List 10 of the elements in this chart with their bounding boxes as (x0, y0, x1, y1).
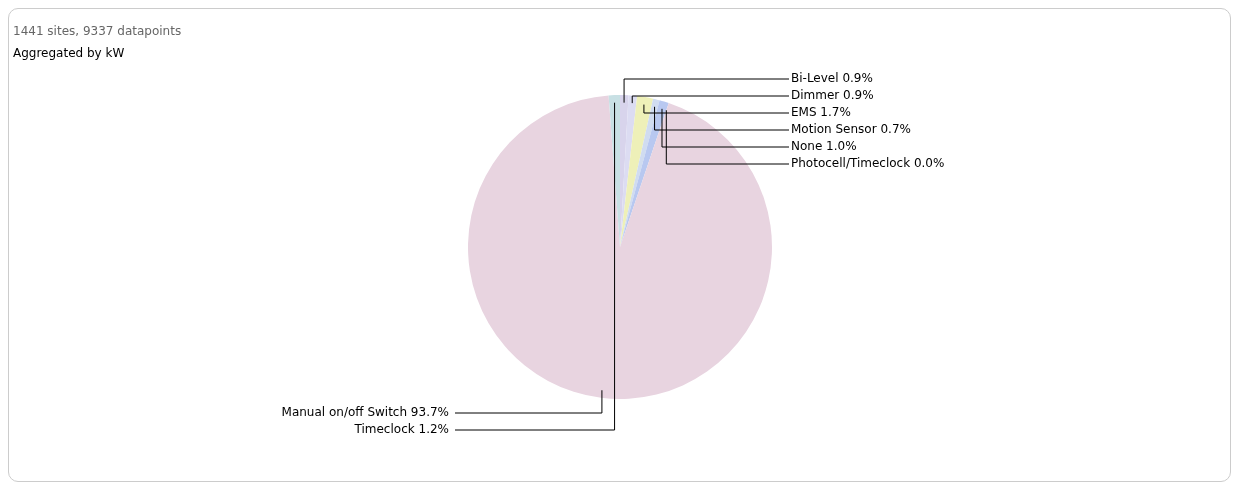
slice-label: Timeclock 1.2% (353, 422, 449, 437)
slice-label: Dimmer 0.9% (791, 88, 874, 103)
slice-label: Motion Sensor 0.7% (791, 122, 911, 137)
slice-label: None 1.0% (791, 139, 857, 154)
slice-label: EMS 1.7% (791, 105, 851, 120)
slice-label: Bi-Level 0.9% (791, 71, 873, 86)
slice-label: Manual on/off Switch 93.7% (281, 405, 449, 420)
text: 1441 sites, 9337 datapoints (13, 24, 182, 39)
text: Aggregated by kW (13, 46, 125, 61)
category-label: Photocell/Timeclock 0.0% (791, 156, 945, 171)
